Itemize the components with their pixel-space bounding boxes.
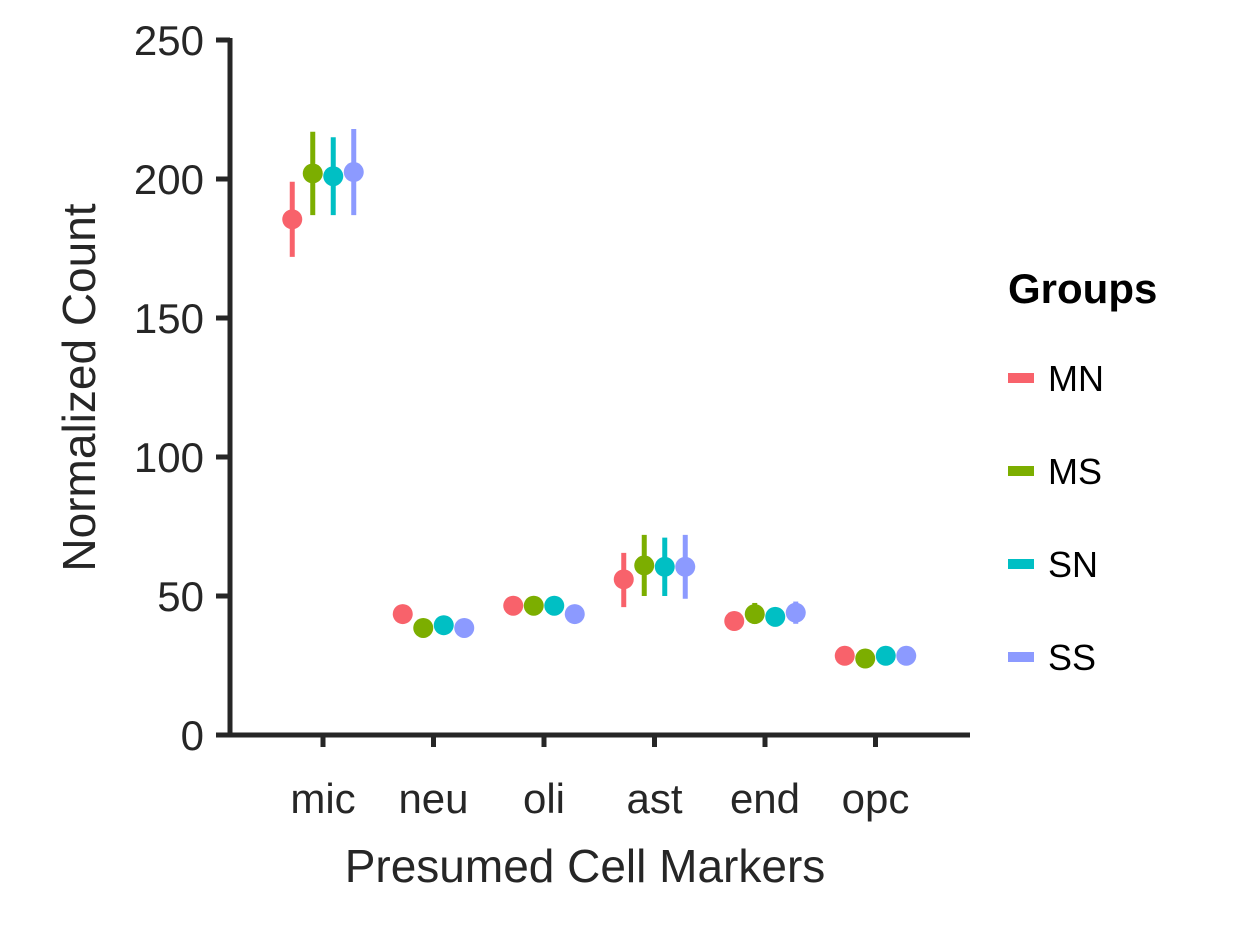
legend-swatch [1008, 373, 1034, 383]
x-axis-title: Presumed Cell Markers [345, 840, 826, 892]
series-SS [343, 128, 917, 666]
data-point [834, 645, 855, 666]
y-tick-label: 50 [157, 573, 204, 620]
legend-label: MN [1048, 358, 1104, 399]
data-point [323, 166, 344, 187]
chart-axes: 0 50 100 150 200 250 mic neu oli ast end opc [134, 17, 970, 822]
data-point [724, 611, 745, 632]
x-tick-label: oli [523, 775, 565, 822]
data-point [544, 595, 565, 616]
data-point [433, 615, 454, 636]
data-point [564, 604, 585, 625]
series-SN [323, 137, 896, 666]
legend-items: MN MS SN SS [1008, 358, 1104, 678]
legend-item: MN [1008, 358, 1104, 399]
legend-swatch [1008, 466, 1034, 476]
data-point [392, 604, 413, 625]
data-point [413, 617, 434, 638]
data-point [343, 162, 364, 183]
data-point [765, 606, 786, 627]
series-MN [282, 181, 855, 666]
data-point [503, 595, 524, 616]
y-tick-label: 150 [134, 295, 204, 342]
series-MS [302, 131, 876, 669]
x-tick-label: opc [842, 775, 910, 822]
legend-item: SN [1008, 544, 1098, 585]
y-tick-label: 200 [134, 156, 204, 203]
legend-label: SN [1048, 544, 1098, 585]
data-point [654, 556, 675, 577]
legend-item: MS [1008, 451, 1102, 492]
data-point [675, 556, 696, 577]
data-point [875, 645, 896, 666]
x-tick-label: end [730, 775, 800, 822]
x-tick-label: ast [626, 775, 682, 822]
data-point [302, 163, 323, 184]
data-point [523, 595, 544, 616]
y-axis-title: Normalized Count [53, 203, 105, 571]
data-point [613, 569, 634, 590]
legend: Groups MN MS SN SS [1008, 265, 1157, 678]
data-point [744, 604, 765, 625]
data-point [282, 209, 303, 230]
data-point [785, 602, 806, 623]
x-tick-label: neu [398, 775, 468, 822]
x-ticks: mic neu oli ast end opc [290, 735, 909, 822]
legend-title: Groups [1008, 265, 1157, 312]
data-point [896, 645, 917, 666]
y-ticks: 0 50 100 150 200 250 [134, 17, 230, 759]
data-point [454, 617, 475, 638]
data-point [855, 648, 876, 669]
legend-label: SS [1048, 637, 1096, 678]
data-point [634, 555, 655, 576]
y-tick-label: 250 [134, 17, 204, 64]
chart-marks [282, 128, 917, 669]
y-tick-label: 100 [134, 434, 204, 481]
legend-swatch [1008, 652, 1034, 662]
legend-label: MS [1048, 451, 1102, 492]
legend-swatch [1008, 559, 1034, 569]
y-tick-label: 0 [181, 712, 204, 759]
x-tick-label: mic [290, 775, 355, 822]
legend-item: SS [1008, 637, 1096, 678]
